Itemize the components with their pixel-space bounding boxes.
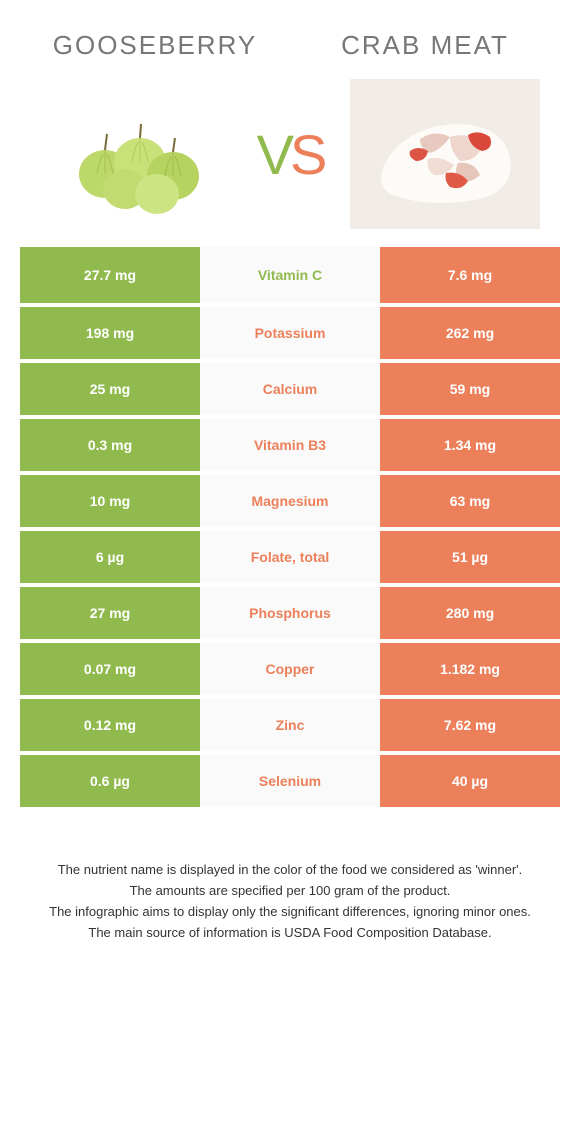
table-row: 0.6 µgSelenium40 µg: [20, 751, 560, 807]
right-value: 7.6 mg: [380, 247, 560, 303]
table-row: 6 µgFolate, total51 µg: [20, 527, 560, 583]
table-row: 27 mgPhosphorus280 mg: [20, 583, 560, 639]
nutrient-table: 27.7 mgVitamin C7.6 mg198 mgPotassium262…: [20, 247, 560, 807]
table-row: 0.3 mgVitamin B31.34 mg: [20, 415, 560, 471]
nutrient-name: Vitamin C: [200, 247, 380, 303]
right-value: 1.182 mg: [380, 643, 560, 695]
right-value: 262 mg: [380, 307, 560, 359]
table-row: 198 mgPotassium262 mg: [20, 303, 560, 359]
images-row: VS: [20, 79, 560, 229]
nutrient-name: Selenium: [200, 755, 380, 807]
nutrient-name: Phosphorus: [200, 587, 380, 639]
nutrient-name: Potassium: [200, 307, 380, 359]
footer-text: The nutrient name is displayed in the co…: [30, 861, 550, 942]
vs-v: V: [257, 123, 290, 186]
left-value: 27 mg: [20, 587, 200, 639]
right-value: 63 mg: [380, 475, 560, 527]
table-row: 27.7 mgVitamin C7.6 mg: [20, 247, 560, 303]
table-row: 0.12 mgZinc7.62 mg: [20, 695, 560, 751]
nutrient-name: Vitamin B3: [200, 419, 380, 471]
infographic-container: Gooseberry Crab meat VS: [0, 30, 580, 942]
vs-label: VS: [251, 122, 330, 187]
crab-meat-icon: [350, 79, 540, 229]
table-row: 10 mgMagnesium63 mg: [20, 471, 560, 527]
footer-line: The infographic aims to display only the…: [30, 903, 550, 922]
left-value: 25 mg: [20, 363, 200, 415]
left-value: 0.12 mg: [20, 699, 200, 751]
nutrient-name: Folate, total: [200, 531, 380, 583]
footer-line: The nutrient name is displayed in the co…: [30, 861, 550, 880]
right-value: 40 µg: [380, 755, 560, 807]
right-image: [329, 79, 560, 229]
nutrient-name: Zinc: [200, 699, 380, 751]
table-row: 0.07 mgCopper1.182 mg: [20, 639, 560, 695]
left-value: 198 mg: [20, 307, 200, 359]
vs-s: S: [290, 123, 323, 186]
table-row: 25 mgCalcium59 mg: [20, 359, 560, 415]
left-value: 27.7 mg: [20, 247, 200, 303]
left-value: 0.07 mg: [20, 643, 200, 695]
nutrient-name: Copper: [200, 643, 380, 695]
nutrient-name: Calcium: [200, 363, 380, 415]
right-value: 1.34 mg: [380, 419, 560, 471]
left-value: 0.6 µg: [20, 755, 200, 807]
left-image: [20, 84, 251, 224]
right-title: Crab meat: [290, 30, 560, 61]
right-value: 51 µg: [380, 531, 560, 583]
right-value: 280 mg: [380, 587, 560, 639]
left-value: 6 µg: [20, 531, 200, 583]
nutrient-name: Magnesium: [200, 475, 380, 527]
left-title: Gooseberry: [20, 30, 290, 61]
left-value: 10 mg: [20, 475, 200, 527]
left-value: 0.3 mg: [20, 419, 200, 471]
right-value: 59 mg: [380, 363, 560, 415]
gooseberry-icon: [45, 84, 225, 224]
header-row: Gooseberry Crab meat: [20, 30, 560, 61]
footer-line: The amounts are specified per 100 gram o…: [30, 882, 550, 901]
footer-line: The main source of information is USDA F…: [30, 924, 550, 943]
right-value: 7.62 mg: [380, 699, 560, 751]
